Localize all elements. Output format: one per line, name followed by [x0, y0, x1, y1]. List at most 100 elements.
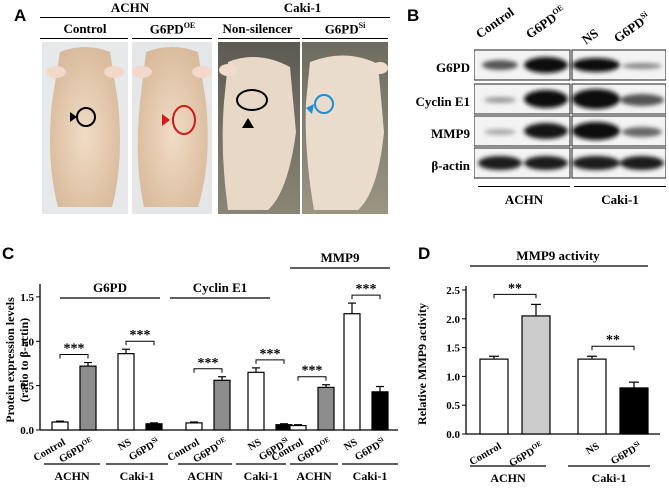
blot-group-achn: ACHN: [504, 192, 544, 207]
lane-label-g6pd-oe: G6PDOE: [522, 2, 566, 42]
panel-c-cellline-label: ACHN: [54, 469, 90, 483]
panel-c-ylabel-2: (ratio to β-actin): [17, 318, 31, 402]
panel-c-ytick-label: 1.5: [20, 292, 34, 304]
panel-a-caki-line: [215, 17, 390, 18]
panel-c-sig-bracket: [59, 354, 89, 359]
wb-label-g6pd: G6PD: [436, 60, 470, 75]
panel-c-sig-label: ***: [130, 328, 151, 343]
wb-label-mmp9: MMP9: [431, 126, 470, 141]
panel-c-sig-label: ***: [260, 347, 281, 362]
panel-c-bar: [145, 423, 163, 431]
panel-d-ytick-label: 0.5: [446, 400, 460, 412]
panel-c-sig-bracket: [351, 294, 381, 300]
panel-d-ytick-label: 1.0: [446, 371, 460, 383]
panel-c-bar: [289, 424, 307, 431]
arrowhead-icon: [70, 112, 77, 122]
panel-d-sig-label: **: [508, 281, 522, 296]
panel-d-ytick-label: 2.0: [446, 314, 460, 326]
panel-c-sig-bracket: [193, 368, 223, 373]
panel-c-bar: [51, 421, 69, 431]
chart-c: Protein expression levels (ratio to β-act…: [3, 250, 398, 483]
panel-a-group-achn: ACHN: [110, 0, 150, 15]
panel-d-cellline-label: ACHN: [490, 471, 526, 485]
panel-c-xtick-label: G6PDSi: [352, 435, 387, 463]
panel-c-sig-label: ***: [356, 282, 377, 297]
panel-b-label: B: [407, 6, 420, 25]
panel-a-cond-g6pd-oe: G6PDOE: [149, 21, 196, 37]
panel-d-sig-bracket: [493, 293, 537, 299]
panel-d-xtick-label: NS: [584, 441, 601, 457]
panel-c-sig-label: ***: [64, 342, 85, 357]
panel-c-bar: [185, 422, 203, 431]
panel-c-bar: [343, 313, 361, 431]
panel-d-title: MMP9 activity: [516, 248, 600, 263]
panel-a-cond-control: Control: [63, 21, 107, 36]
arrowhead-icon: [162, 114, 170, 126]
tumor-circle-g6pd-si: [314, 94, 334, 114]
panel-c-sig-bracket: [125, 340, 155, 346]
lane-label-ns: NS: [578, 25, 602, 48]
panel-a-sub-line-4: [302, 38, 388, 39]
blot-caki: [571, 49, 666, 179]
blot-achn-line: [478, 186, 570, 187]
panel-a-cond-non-silencer: Non-silencer: [222, 21, 293, 36]
panel-c-ytick-label: 0.0: [20, 425, 34, 437]
panel-a-sub-line-2: [132, 38, 212, 39]
panel-a-achn-line: [40, 17, 215, 18]
panel-c-bar: [117, 353, 135, 431]
panel-d-ytick-label: 0.0: [446, 429, 460, 441]
panel-d-ytick-label: 1.5: [446, 343, 460, 355]
panel-a-sub-line-1: [40, 38, 128, 39]
panel-d-ylabel: Relative MMP9 activity: [415, 303, 429, 425]
panel-c-group-title: Cyclin E1: [193, 280, 248, 295]
panel-c-group-title: MMP9: [321, 250, 360, 265]
mouse-photo-g6pd-si: [302, 42, 388, 214]
panel-c-cellline-label: ACHN: [296, 469, 332, 483]
panel-c-ylabel-1: Protein expression levels: [3, 297, 17, 423]
panel-c-bar: [247, 371, 265, 431]
panel-d-xtick-label: Control: [468, 441, 504, 468]
panel-c-sig-label: ***: [302, 364, 323, 379]
mouse-photo-control: [42, 42, 128, 214]
lane-label-g6pd-si: G6PDSi: [610, 9, 650, 46]
panel-c-bar: [317, 386, 335, 431]
panel-d-bar: [521, 315, 551, 435]
panel-d-sig-bracket: [591, 345, 635, 351]
wb-label-beta-actin: β-actin: [431, 158, 470, 173]
blot-achn: [474, 49, 571, 179]
panel-d-ytick-label: 2.5: [446, 285, 460, 297]
panel-c-cellline-label: Caki-1: [353, 469, 388, 483]
panel-a-sub-line-3: [218, 38, 300, 39]
panel-c-bar: [79, 365, 97, 431]
panel-a-group-caki: Caki-1: [283, 0, 322, 15]
blot-caki-line: [574, 186, 666, 187]
tumor-circle-g6pd-oe: [172, 105, 196, 135]
panel-d-bar: [577, 358, 607, 435]
blot-group-caki: Caki-1: [601, 192, 639, 207]
panel-c-sig-label: ***: [198, 356, 219, 371]
arrowhead-icon: [306, 104, 314, 114]
panel-d-cellline-label: Caki-1: [592, 471, 627, 485]
mouse-photo-non-silencer: [218, 42, 300, 214]
panel-d-label: D: [418, 244, 431, 263]
panel-c-sig-bracket: [255, 359, 285, 364]
panel-c-bar: [213, 379, 231, 431]
panel-d-xtick-label: G6PDOE: [506, 439, 545, 469]
panel-c-ytick-label: 0.5: [20, 381, 34, 393]
panel-c-bar: [371, 391, 389, 431]
arrowhead-icon: [242, 118, 254, 128]
panel-c-cellline-label: Caki-1: [244, 469, 279, 483]
panel-c-cellline-label: Caki-1: [120, 469, 155, 483]
chart-d: Relative MMP9 activity MMP9 activity 0.0 0.…: [415, 248, 660, 485]
panel-a-label: A: [14, 6, 27, 25]
lane-label-control: Control: [472, 4, 517, 42]
wb-label-cyclin-e1: Cyclin E1: [415, 94, 470, 109]
panel-d-sig-label: **: [606, 333, 620, 348]
panel-a-cond-g6pd-si: G6PDSi: [324, 21, 366, 37]
panel-d-xtick-label: G6PDSi: [608, 439, 643, 467]
panel-d-bar: [479, 358, 509, 435]
panel-c-label: C: [2, 244, 15, 263]
panel-c-ytick-label: 1.0: [20, 336, 34, 348]
tumor-circle-non-silencer: [236, 89, 268, 111]
panel-c-cellline-label: ACHN: [187, 469, 223, 483]
